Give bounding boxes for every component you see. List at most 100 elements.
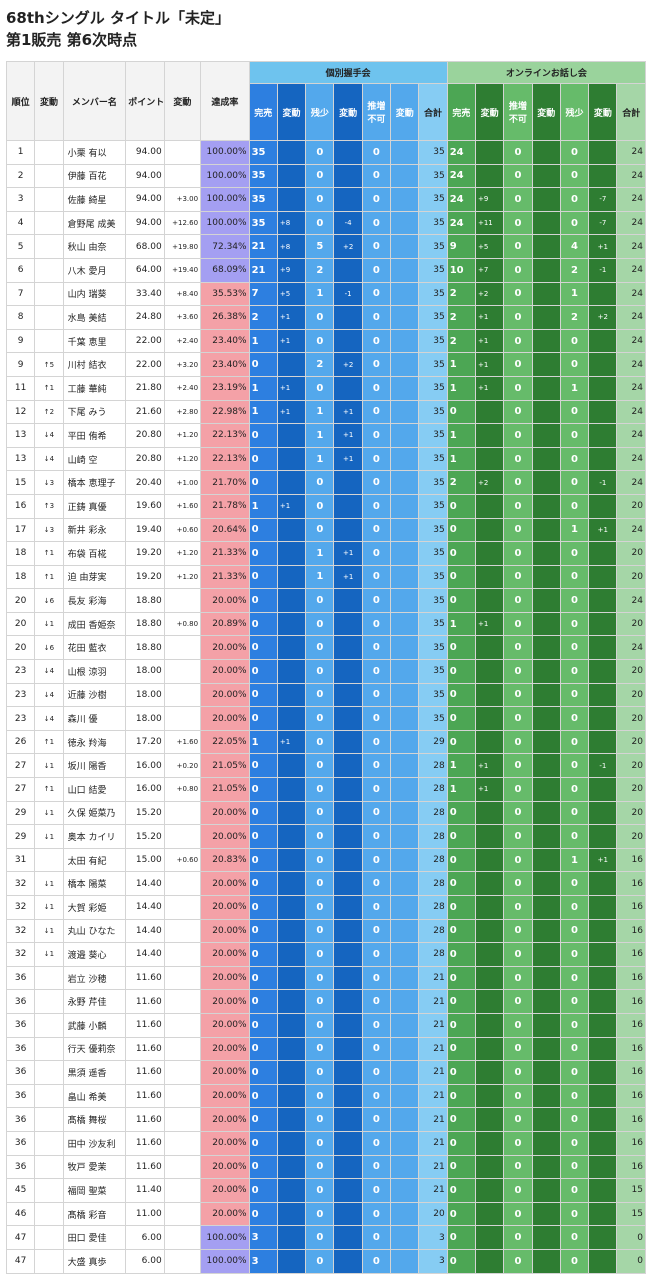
ol-sold-change-cell <box>474 871 505 896</box>
ol-sold-change-cell: +1 <box>474 753 505 779</box>
ol-sold-cell: 0 <box>446 493 476 519</box>
hs-sold-change-cell <box>276 682 307 708</box>
points-cell: 18.80 <box>125 588 165 613</box>
ol-unavailable-cell: 0 <box>503 918 533 944</box>
rate-cell: 20.00% <box>200 1201 250 1227</box>
rank-change-cell <box>34 210 64 236</box>
rank-cell: 6 <box>5 257 36 283</box>
ol-left-cell: 0 <box>559 1154 590 1180</box>
ol-sold-cell: 2 <box>446 328 476 354</box>
ol-left-cell: 0 <box>559 163 590 189</box>
hs-total-cell: 28 <box>418 918 448 944</box>
hs-left-cell: 0 <box>305 729 335 755</box>
rank-cell: 46 <box>5 1201 36 1227</box>
points-change-cell <box>163 1060 202 1085</box>
rank-cell: 36 <box>5 1036 36 1062</box>
table-row: 45 福岡 聖菜 11.40 20.00% 0 0 0 21 0 0 0 15 <box>5 1178 646 1203</box>
hs-left-cell: 0 <box>305 1083 335 1109</box>
table-row: 23 ↓4 近藤 沙樹 18.00 20.00% 0 0 0 35 0 0 0 20 <box>5 682 646 708</box>
ol-unavailable-cell: 0 <box>503 847 533 873</box>
ol-total-cell: 24 <box>616 635 646 661</box>
ol-left-cell: 1 <box>559 375 590 401</box>
ol-unavailable-cell: 0 <box>503 1012 533 1038</box>
ol-left-cell: 0 <box>559 588 590 613</box>
hs-left-cell: 5 <box>305 234 335 259</box>
points-change-cell: +8.40 <box>163 281 202 307</box>
rank-cell: 32 <box>5 942 36 967</box>
header-member: メンバー名 <box>62 61 127 141</box>
hs-unavailable-cell: 0 <box>361 187 392 212</box>
hs-unavailable-change-cell <box>390 140 420 165</box>
rate-cell: 68.09% <box>200 257 250 283</box>
ol-sold-cell: 0 <box>446 1225 476 1250</box>
hs-unavailable-cell: 0 <box>361 399 392 425</box>
hs-unavailable-cell: 0 <box>361 210 392 236</box>
ol-left-change-cell <box>588 1201 618 1227</box>
ol-left-change-cell <box>588 800 618 826</box>
hs-total-cell: 35 <box>418 682 448 708</box>
rate-cell: 21.05% <box>200 753 250 779</box>
ol-unavailable-cell: 0 <box>503 399 533 425</box>
hs-unavailable-change-cell <box>390 517 420 543</box>
hs-unavailable-change-cell <box>390 1201 420 1227</box>
hs-unavailable-change-cell <box>390 210 420 236</box>
header-points: ポイント <box>125 61 165 141</box>
hs-unavailable-cell: 0 <box>361 659 392 684</box>
hs-total-cell: 35 <box>418 352 448 377</box>
hs-unavailable-change-cell <box>390 1154 420 1180</box>
points-change-cell <box>163 942 202 967</box>
hs-unavailable-change-cell <box>390 965 420 991</box>
table-row: 9 千葉 恵里 22.00 +2.40 23.40% 1 +1 0 0 35 2 +1 0 0 24 <box>5 328 646 354</box>
rank-change-cell <box>34 1225 64 1250</box>
hs-left-cell: 0 <box>305 588 335 613</box>
hs-unavailable-cell: 0 <box>361 895 392 920</box>
hs-unavailable-change-cell <box>390 800 420 826</box>
ol-total-cell: 20 <box>616 541 646 566</box>
hs-total-cell: 35 <box>418 399 448 425</box>
points-cell: 14.40 <box>125 871 165 896</box>
rank-change-cell: ↑1 <box>34 729 64 755</box>
rank-cell: 13 <box>5 446 36 472</box>
ol-total-cell: 24 <box>616 517 646 543</box>
hs-left-change-cell <box>333 800 363 826</box>
rate-cell: 20.64% <box>200 517 250 543</box>
rate-cell: 20.00% <box>200 1178 250 1203</box>
hs-left-change-cell <box>333 470 363 495</box>
ol-total-cell: 24 <box>616 140 646 165</box>
hs-unavailable-change-cell <box>390 257 420 283</box>
ol-sold-cell: 0 <box>446 1130 476 1156</box>
ol-unavailable-change-cell <box>531 800 561 826</box>
hs-total-cell: 21 <box>418 1083 448 1109</box>
ol-left-change-cell <box>588 588 618 613</box>
rank-change-cell: ↓3 <box>34 517 64 543</box>
hs-left-change-cell <box>333 1036 363 1062</box>
points-change-cell <box>163 659 202 684</box>
rate-cell: 20.00% <box>200 1083 250 1109</box>
hs-sold-cell: 0 <box>248 588 278 613</box>
ol-unavailable-cell: 0 <box>503 257 533 283</box>
ol-unavailable-change-cell <box>531 541 561 566</box>
hs-sold-change-cell <box>276 895 307 920</box>
ol-left-change-cell <box>588 1060 618 1085</box>
hs-sold-change-cell <box>276 470 307 495</box>
hs-unavailable-cell: 0 <box>361 1130 392 1156</box>
points-change-cell: +1.00 <box>163 470 202 495</box>
hs-sold-cell: 0 <box>248 1201 278 1227</box>
table-row: 27 ↑1 山口 結愛 16.00 +0.80 21.05% 0 0 0 28 1 +1 0 0 20 <box>5 777 646 802</box>
ol-left-change-cell <box>588 965 618 991</box>
hs-left-change-cell <box>333 328 363 354</box>
header-rank-change: 変動 <box>34 61 64 141</box>
rank-change-cell <box>34 187 64 212</box>
ol-left-cell: 0 <box>559 706 590 731</box>
hs-unavailable-cell: 0 <box>361 517 392 543</box>
ol-left-cell: 0 <box>559 140 590 165</box>
hs-left-cell: 0 <box>305 1036 335 1062</box>
hs-left-cell: 0 <box>305 1178 335 1203</box>
rank-cell: 47 <box>5 1225 36 1250</box>
hs-sold-cell: 0 <box>248 470 278 495</box>
ol-left-change-cell <box>588 399 618 425</box>
hs-left-cell: 0 <box>305 493 335 519</box>
hs-left-change-cell <box>333 163 363 189</box>
ol-sold-change-cell <box>474 706 505 731</box>
points-change-cell: +1.20 <box>163 541 202 566</box>
